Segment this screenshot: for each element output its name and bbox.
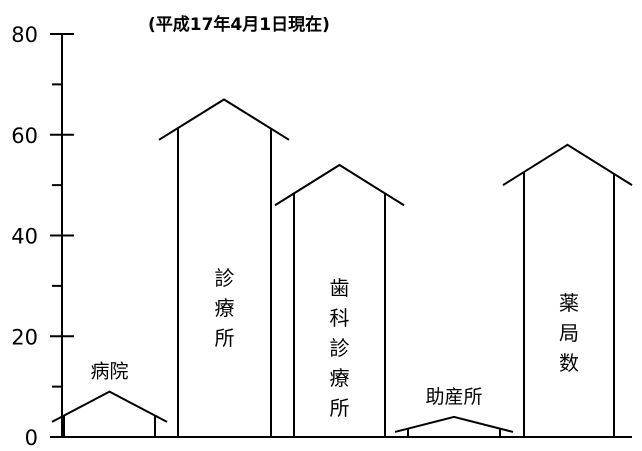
category-label: 病院 <box>90 361 128 383</box>
y-tick-label: 0 <box>25 426 38 450</box>
y-tick-label: 20 <box>11 325 38 349</box>
bar-roof <box>394 415 514 433</box>
bar-roof <box>502 143 633 186</box>
chart-subtitle: (平成17年4月1日現在) <box>148 15 330 35</box>
y-tick-label: 80 <box>11 23 38 47</box>
bar-roof <box>158 98 290 141</box>
bar-roof <box>51 390 168 423</box>
y-tick-label: 60 <box>11 124 38 148</box>
bar-1 <box>51 390 168 437</box>
bar-2 <box>158 98 290 437</box>
bar-3 <box>274 163 405 437</box>
y-tick-label: 40 <box>11 225 38 249</box>
category-label: 助産所 <box>425 386 482 408</box>
bar-5 <box>502 143 633 437</box>
bar-roof <box>274 163 405 207</box>
category-label: 歯科診療所 <box>330 276 350 420</box>
category-label: 診療所 <box>215 266 235 350</box>
category-label: 薬局数 <box>559 291 579 375</box>
bar-4 <box>394 415 514 437</box>
